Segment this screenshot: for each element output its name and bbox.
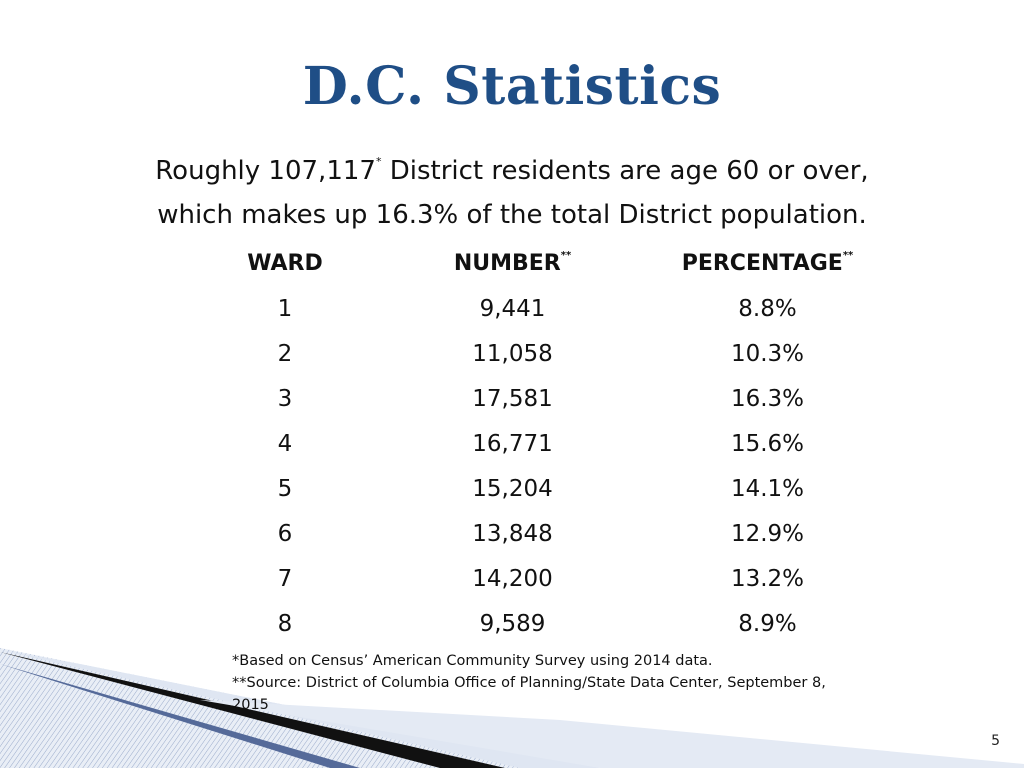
header-percentage: PERCENTAGE**: [681, 250, 854, 276]
footnote-source: **Source: District of Columbia Office of…: [232, 675, 826, 713]
table-row: 3 17,581 16.3%: [170, 376, 910, 421]
number-cell: 9,589: [479, 610, 546, 637]
header-ward: WARD: [247, 251, 323, 276]
percentage-cell: 13.2%: [730, 565, 805, 592]
number-cell: 15,204: [472, 475, 553, 502]
page-number: 5: [991, 733, 1000, 749]
subtitle-footnote-marker: *: [375, 155, 382, 168]
ward-statistics-table: WARD NUMBER** PERCENTAGE** 1 9,441 8.8% …: [170, 240, 910, 646]
ward-cell: 5: [277, 475, 293, 502]
header-number: NUMBER**: [453, 250, 572, 276]
table-row: 8 9,589 8.9%: [170, 601, 910, 646]
table-row: 1 9,441 8.8%: [170, 286, 910, 331]
number-cell: 11,058: [472, 340, 553, 367]
table-header-row: WARD NUMBER** PERCENTAGE**: [170, 240, 910, 286]
percentage-cell: 10.3%: [730, 340, 805, 367]
percentage-cell: 12.9%: [730, 520, 805, 547]
subtitle-text-end: District residents are age 60 or over,: [381, 156, 869, 186]
percentage-cell: 8.8%: [738, 295, 797, 322]
ward-cell: 1: [277, 295, 293, 322]
number-cell: 9,441: [479, 295, 546, 322]
subtitle-text-start: Roughly 107,117: [155, 156, 376, 186]
table-row: 2 11,058 10.3%: [170, 331, 910, 376]
ward-cell: 7: [277, 565, 293, 592]
table-row: 7 14,200 13.2%: [170, 556, 910, 601]
percentage-cell: 8.9%: [738, 610, 797, 637]
subtitle-line-2: which makes up 16.3% of the total Distri…: [157, 200, 867, 230]
subtitle-line-1: Roughly 107,117* District residents are …: [0, 140, 1024, 193]
ward-cell: 4: [277, 430, 293, 457]
number-cell: 17,581: [472, 385, 553, 412]
percentage-cell: 16.3%: [730, 385, 805, 412]
table-row: 4 16,771 15.6%: [170, 421, 910, 466]
ward-cell: 3: [277, 385, 293, 412]
percentage-cell: 14.1%: [730, 475, 805, 502]
ward-cell: 8: [277, 610, 293, 637]
table-row: 6 13,848 12.9%: [170, 511, 910, 556]
slide-title: D.C. Statistics: [302, 56, 722, 117]
number-cell: 16,771: [472, 430, 553, 457]
table-row: 5 15,204 14.1%: [170, 466, 910, 511]
number-cell: 13,848: [472, 520, 553, 547]
number-cell: 14,200: [472, 565, 553, 592]
footnotes: *Based on Census’ American Community Sur…: [232, 650, 832, 716]
footnote-census: *Based on Census’ American Community Sur…: [232, 653, 713, 669]
slide-subtitle: Roughly 107,117* District residents are …: [0, 140, 1024, 237]
ward-cell: 2: [277, 340, 293, 367]
ward-cell: 6: [277, 520, 293, 547]
percentage-cell: 15.6%: [730, 430, 805, 457]
